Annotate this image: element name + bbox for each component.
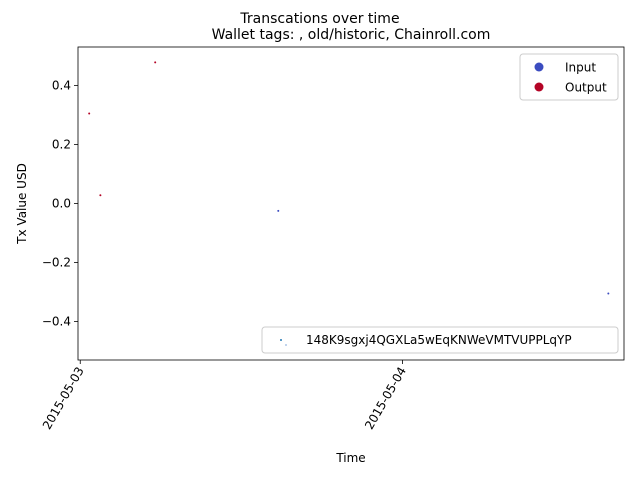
legend-output-marker xyxy=(534,82,544,92)
y-tick-label: 0.4 xyxy=(52,78,71,92)
y-axis-label: Tx Value USD xyxy=(15,163,29,245)
wallet-legend-frame xyxy=(261,326,619,354)
wallet-legend-marker xyxy=(280,339,282,341)
x-tick-label: 2015-05-03 xyxy=(40,365,87,432)
chart-title: Wallet tags: , old/historic, Chainroll.c… xyxy=(212,27,491,43)
wallet-legend-marker-secondary xyxy=(285,344,287,346)
y-tick-label: 0.2 xyxy=(52,137,71,151)
chart-suptitle: Transcations over time xyxy=(239,11,399,27)
legend-output-label: Output xyxy=(565,81,607,95)
wallet-legend: 148K9sgxj4QGXLa5wEqKNWeVMTVUPPLqYP xyxy=(261,326,619,354)
series-legend-frame xyxy=(519,53,619,101)
legend-input-marker xyxy=(534,62,544,72)
data-point-output xyxy=(99,194,102,197)
x-axis: 2015-05-03 2015-05-04 xyxy=(40,360,409,432)
data-point-output xyxy=(88,112,91,115)
y-tick-label: −0.2 xyxy=(42,256,71,270)
data-point-input xyxy=(277,209,280,212)
y-tick-label: 0.0 xyxy=(52,197,71,211)
wallet-legend-label: 148K9sgxj4QGXLa5wEqKNWeVMTVUPPLqYP xyxy=(306,333,572,347)
x-tick-label: 2015-05-04 xyxy=(362,365,409,432)
data-point-input xyxy=(607,292,610,295)
legend-input-label: Input xyxy=(565,61,596,75)
y-tick-label: −0.4 xyxy=(42,315,71,329)
x-axis-label: Time xyxy=(335,451,365,465)
series-legend: Input Output xyxy=(519,53,619,101)
data-points xyxy=(88,61,610,295)
data-point-output xyxy=(154,61,157,64)
y-axis: −0.4 −0.2 0.0 0.2 0.4 xyxy=(42,78,78,329)
